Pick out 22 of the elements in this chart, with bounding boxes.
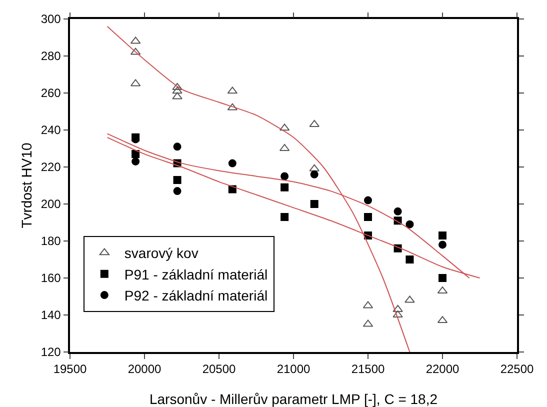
x-tick-label: 22000 xyxy=(426,362,460,376)
y-tick-label: 140 xyxy=(40,308,62,322)
y-tick-label: 180 xyxy=(40,234,62,248)
y-axis-title: Tvrdost HV10 xyxy=(18,142,34,228)
x-tick-label: 21000 xyxy=(276,362,311,376)
legend-label: svarový kov xyxy=(124,245,198,262)
x-tick-label: 21500 xyxy=(351,362,386,376)
x-tick-label: 20500 xyxy=(202,362,236,376)
x-tick-label: 20000 xyxy=(128,362,162,376)
y-tick-label: 160 xyxy=(40,271,62,286)
y-tick-label: 280 xyxy=(40,49,62,64)
y-tick-label: 220 xyxy=(40,160,62,174)
y-tick-label: 200 xyxy=(40,197,62,212)
y-tick-label: 300 xyxy=(40,12,62,26)
x-tick-label: 22500 xyxy=(500,362,534,376)
legend-label: P91 - základní materiál xyxy=(124,266,268,282)
y-tick-label: 260 xyxy=(40,86,62,100)
legend-label: P92 - základní materiál xyxy=(124,288,268,304)
x-axis-title: Larsonův - Millerův parametr LMP [-], C = 18,2 xyxy=(149,391,438,407)
x-tick-label: 19500 xyxy=(53,362,88,376)
y-tick-label: 120 xyxy=(40,345,62,360)
y-tick-label: 240 xyxy=(40,123,62,138)
